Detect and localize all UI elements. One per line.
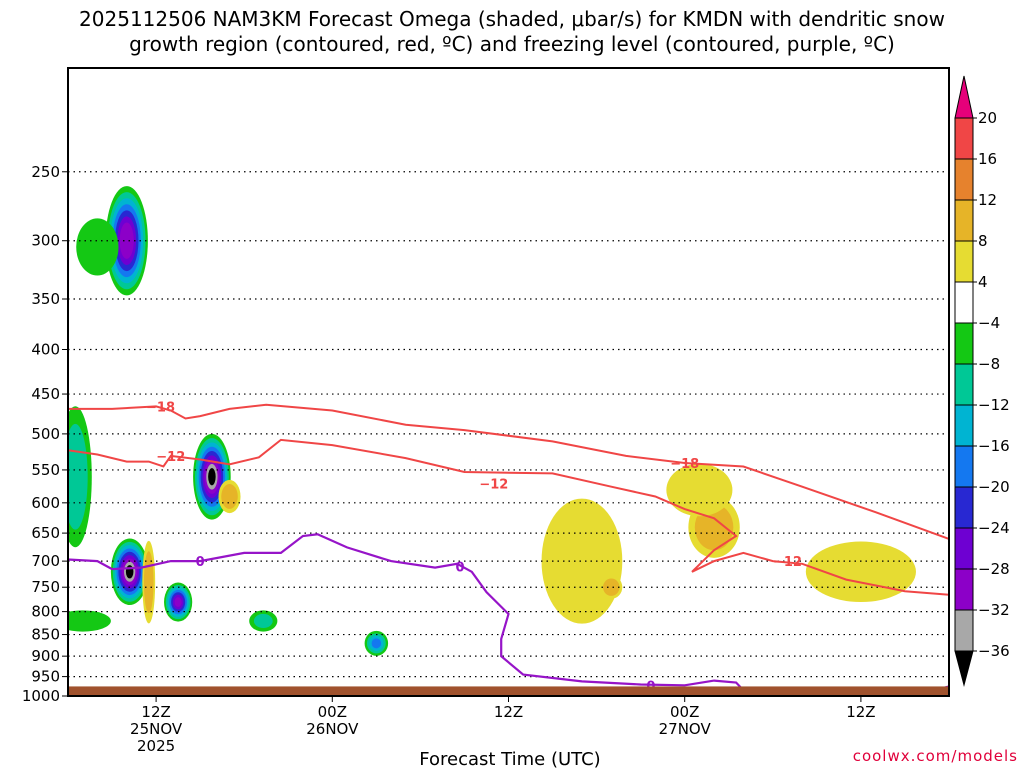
y-tick-label-950: 950 xyxy=(31,668,60,686)
x-tick-label-0-2: 25NOV xyxy=(130,720,183,738)
colorbar-arrow-high xyxy=(954,75,974,119)
colorbar-band-7 xyxy=(954,363,974,406)
freezing-level-contour xyxy=(68,533,745,692)
omega-cell-1-level-9 xyxy=(127,568,132,576)
y-tick-label-300: 300 xyxy=(31,232,60,250)
contour-label-minus12-c: −12 xyxy=(773,555,802,570)
colorbar-label-9: −20 xyxy=(978,478,1010,496)
dgz-minus18-contour xyxy=(68,403,949,540)
colorbar-label-12: −32 xyxy=(978,601,1010,619)
contour-label-freezing-b: 0 xyxy=(456,560,465,575)
omega-cell-15-level-2 xyxy=(842,561,880,582)
plot-background xyxy=(68,68,949,696)
colorbar-label-2: 12 xyxy=(978,191,997,209)
omega-cell-14-level-2 xyxy=(688,481,711,499)
colorbar-label-13: −36 xyxy=(978,642,1010,660)
x-tick-label-3-2: 27NOV xyxy=(659,720,712,738)
x-tick-label-4-1: 12Z xyxy=(846,703,875,721)
y-tick-label-850: 850 xyxy=(31,626,60,644)
y-tick-label-500: 500 xyxy=(31,425,60,443)
colorbar-band-12 xyxy=(954,158,974,201)
dgz-minus12-contour xyxy=(68,438,949,596)
y-tick-label-1000: 1000 xyxy=(22,687,60,705)
credit-text: coolwx.com/models xyxy=(853,747,1018,765)
contour-label-minus18-b: −18 xyxy=(670,457,699,472)
y-tick-label-250: 250 xyxy=(31,163,60,181)
chart-title-line-1: 2025112506 NAM3KM Forecast Omega (shaded… xyxy=(79,7,945,31)
colorbar-label-4: 4 xyxy=(978,273,988,291)
colorbar-band-2 xyxy=(954,568,974,611)
omega-cell-2-level-7 xyxy=(176,599,181,605)
colorbar-band-11 xyxy=(954,199,974,242)
colorbar-band-5 xyxy=(954,445,974,488)
omega-cell-12-level-3 xyxy=(608,584,615,591)
omega-cell-11-level-2 xyxy=(568,540,596,582)
omega-shading-layer xyxy=(68,186,916,656)
contour-label-minus12-a: −12 xyxy=(156,450,185,465)
colorbar-band-4 xyxy=(954,486,974,529)
contour-label-minus12-b: −12 xyxy=(479,477,508,492)
y-axis: 250 300 350 400 450 500 550 600 650 700 750 800 850 9… xyxy=(22,163,68,705)
omega-cell-4-level-3 xyxy=(71,459,80,495)
colorbar-band-13 xyxy=(954,117,974,160)
y-tick-label-750: 750 xyxy=(31,578,60,596)
omega-cell-0-level-8 xyxy=(124,234,130,247)
colorbar-label-10: −24 xyxy=(978,519,1010,537)
colorbar-label-6: −8 xyxy=(978,355,1000,373)
colorbar-label-0: 20 xyxy=(978,109,997,127)
colorbar-band-8 xyxy=(954,322,974,365)
x-tick-label-1-2: 26NOV xyxy=(306,720,359,738)
omega-cell-8-level-3 xyxy=(226,492,233,501)
colorbar-band-1 xyxy=(954,609,974,652)
omega-cell-9-level-2 xyxy=(258,617,268,625)
x-tick-label-2-1: 12Z xyxy=(494,703,523,721)
x-tick-label-0-1: 12Z xyxy=(141,703,170,721)
colorbar-band-10 xyxy=(954,240,974,283)
chart-title-line-2: growth region (contoured, red, ºC) and f… xyxy=(129,32,895,56)
y-tick-label-900: 900 xyxy=(31,647,60,665)
colorbar-label-7: −12 xyxy=(978,396,1010,414)
colorbar-band-6 xyxy=(954,404,974,447)
omega-cell-7-level-3 xyxy=(146,571,151,593)
y-tick-label-350: 350 xyxy=(31,290,60,308)
colorbar-band-3 xyxy=(954,527,974,570)
contour-layer: −18−18−12−12−12000 xyxy=(68,400,949,694)
omega-cell-6-level-2 xyxy=(90,237,105,257)
colorbar-label-8: −16 xyxy=(978,437,1010,455)
omega-cell-5-level-2 xyxy=(73,617,93,625)
x-tick-label-3-1: 00Z xyxy=(670,703,699,721)
colorbar-label-3: 8 xyxy=(978,232,988,250)
omega-cell-3-level-9 xyxy=(209,472,214,482)
omega-cell-10-level-4 xyxy=(374,640,379,646)
x-tick-label-1-1: 00Z xyxy=(318,703,347,721)
colorbar-label-5: −4 xyxy=(978,314,1000,332)
ground-fill xyxy=(68,686,949,696)
colorbar-legend: 20 16 12 8 4 −4 −8 −12 −16 −20 −24 −28 −32 −36 xyxy=(954,75,1010,687)
colorbar-band-9 xyxy=(954,281,974,324)
contour-label-freezing-a: 0 xyxy=(196,555,205,570)
y-tick-label-600: 600 xyxy=(31,494,60,512)
x-axis-title: Forecast Time (UTC) xyxy=(419,749,600,768)
y-tick-label-800: 800 xyxy=(31,603,60,621)
y-tick-label-700: 700 xyxy=(31,552,60,570)
contour-label-minus18-a: −18 xyxy=(146,400,175,415)
y-tick-label-450: 450 xyxy=(31,385,60,403)
omega-cell-13-level-3 xyxy=(707,519,721,535)
colorbar-arrow-low xyxy=(954,650,974,687)
y-tick-label-550: 550 xyxy=(31,461,60,479)
y-tick-label-400: 400 xyxy=(31,341,60,359)
x-tick-label-0-3: 2025 xyxy=(137,737,175,755)
colorbar-label-11: −28 xyxy=(978,560,1010,578)
y-tick-label-650: 650 xyxy=(31,524,60,542)
colorbar-label-1: 16 xyxy=(978,150,997,168)
